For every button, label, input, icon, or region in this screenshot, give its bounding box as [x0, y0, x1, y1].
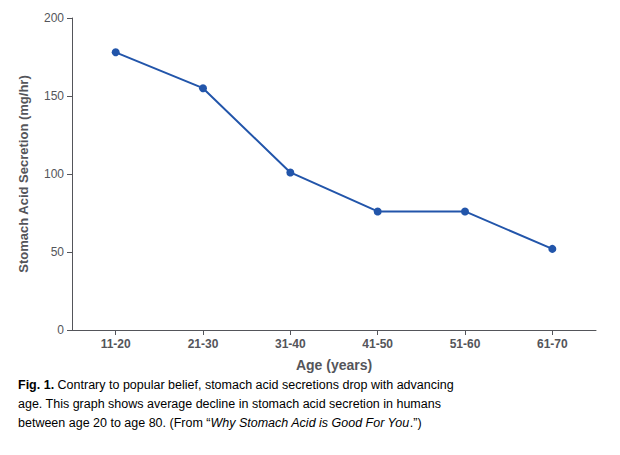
svg-text:Fig. 1.: Fig. 1.	[18, 378, 54, 392]
svg-text:Age (years): Age (years)	[296, 357, 372, 373]
svg-text:31-40: 31-40	[275, 337, 306, 351]
svg-text:200: 200	[44, 11, 64, 25]
svg-text:Contrary to popular belief, st: Contrary to popular belief, stomach acid…	[54, 378, 454, 392]
svg-text:150: 150	[44, 89, 64, 103]
svg-text:50: 50	[51, 245, 65, 259]
svg-text:0: 0	[57, 323, 64, 337]
svg-text:100: 100	[44, 167, 64, 181]
svg-text:61-70: 61-70	[537, 337, 568, 351]
svg-text:.”): .”)	[410, 416, 422, 430]
svg-text:51-60: 51-60	[450, 337, 481, 351]
svg-text:Stomach Acid Secretion (mg/hr): Stomach Acid Secretion (mg/hr)	[16, 75, 31, 272]
svg-text:Why Stomach Acid is Good For Y: Why Stomach Acid is Good For You	[210, 416, 409, 430]
svg-text:between age 20 to age 80. (Fro: between age 20 to age 80. (From “	[18, 416, 210, 430]
svg-text:21-30: 21-30	[188, 337, 219, 351]
svg-text:age. This graph shows average: age. This graph shows average decline in…	[18, 397, 441, 411]
svg-text:11-20: 11-20	[101, 337, 131, 351]
svg-text:41-50: 41-50	[362, 337, 393, 351]
